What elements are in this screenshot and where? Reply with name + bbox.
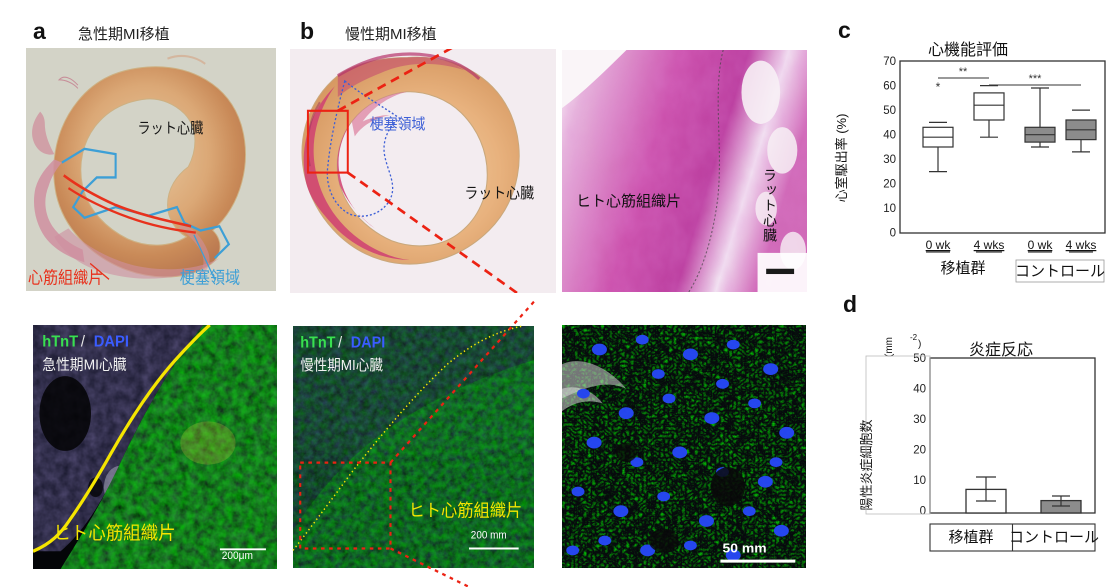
svg-text:0 wk: 0 wk: [926, 238, 952, 252]
svg-text:コントロール: コントロール: [1015, 263, 1105, 280]
svg-text:4 wks: 4 wks: [1066, 238, 1097, 252]
svg-text:10: 10: [883, 203, 896, 215]
svg-text:陽性炎症細胞数: 陽性炎症細胞数: [859, 419, 874, 510]
svg-text:0: 0: [890, 228, 896, 240]
svg-text:-2: -2: [910, 333, 918, 342]
svg-text:DAPI: DAPI: [351, 334, 385, 352]
svg-text:50: 50: [913, 353, 926, 365]
svg-text:50 mm: 50 mm: [723, 541, 767, 555]
svg-text:4 wks: 4 wks: [974, 238, 1005, 252]
svg-text:10: 10: [913, 475, 926, 487]
svg-text:梗塞領域: 梗塞領域: [370, 114, 426, 133]
svg-text:200μm: 200μm: [222, 551, 253, 562]
svg-text:移植群: 移植群: [948, 529, 993, 546]
svg-text:50: 50: [883, 105, 896, 117]
svg-text:): ): [918, 339, 921, 350]
svg-text:30: 30: [883, 154, 896, 166]
svg-text:***: ***: [1029, 73, 1043, 85]
svg-text:40: 40: [883, 130, 896, 142]
svg-text:心室駆出率 (%): 心室駆出率 (%): [834, 114, 849, 203]
svg-text:**: **: [959, 66, 968, 78]
svg-text:ヒト心筋組織片: ヒト心筋組織片: [53, 523, 175, 544]
svg-text:20: 20: [883, 179, 896, 191]
svg-text:60: 60: [883, 81, 896, 93]
svg-text:急性期MI心臓: 急性期MI心臓: [42, 356, 126, 374]
svg-text:30: 30: [913, 414, 926, 426]
svg-text:コントロール: コントロール: [1009, 529, 1099, 546]
svg-text:0: 0: [920, 506, 926, 518]
svg-text:ヒト心筋組織片: ヒト心筋組織片: [409, 501, 523, 521]
svg-text:*: *: [936, 80, 941, 94]
svg-text:hTnT: hTnT: [42, 333, 79, 351]
svg-text:ラット心臓: ラット心臓: [464, 185, 534, 203]
svg-text:梗塞領域: 梗塞領域: [180, 269, 240, 288]
svg-text:0 wk: 0 wk: [1028, 238, 1054, 252]
svg-text:慢性期MI心臓: 慢性期MI心臓: [300, 356, 383, 373]
svg-text:20: 20: [913, 445, 926, 457]
svg-text:(mm: (mm: [884, 337, 895, 357]
svg-text:ラット心臓: ラット心臓: [137, 119, 203, 136]
svg-text:70: 70: [883, 56, 896, 68]
svg-text:心筋組織片: 心筋組織片: [28, 269, 103, 288]
svg-text:40: 40: [913, 384, 926, 396]
svg-text:hTnT: hTnT: [300, 334, 336, 352]
svg-text:DAPI: DAPI: [94, 333, 129, 351]
svg-text:移植群: 移植群: [940, 260, 985, 277]
svg-text:200 mm: 200 mm: [471, 530, 507, 541]
